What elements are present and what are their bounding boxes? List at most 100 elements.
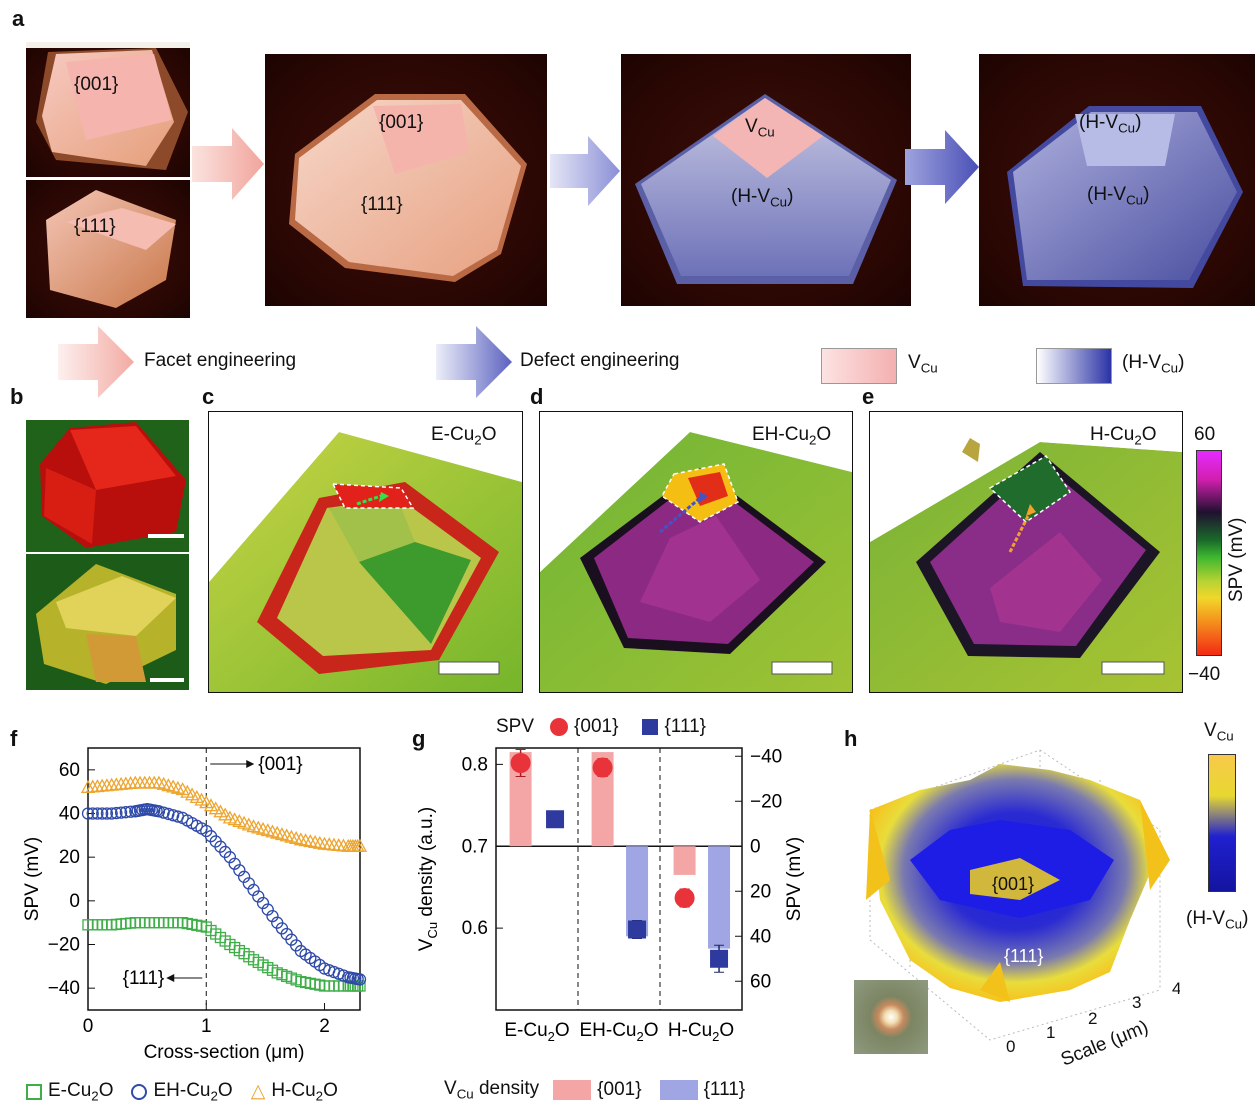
afm-image-001-facet: {001}: [26, 42, 190, 177]
title-e-cu2o: E-Cu2O: [431, 424, 497, 448]
spv-point-111: [628, 920, 647, 939]
spv-cube-shape: [26, 420, 189, 552]
y2-tick-label: −20: [750, 791, 782, 812]
legend-marker-triangle: △: [250, 1081, 266, 1103]
spv-map-eh-cu2o: EH-Cu2O: [539, 411, 853, 693]
surface-label-111: {111}: [1004, 946, 1043, 966]
afm-image-full-hydrogenated: (H-VCu) (H-VCu): [979, 54, 1255, 306]
data-point-circle: [157, 806, 170, 819]
defect-engineering-label: Defect engineering: [520, 350, 680, 371]
legend-arrow-defect: [436, 326, 512, 398]
spv-point-001: [674, 888, 695, 908]
spv-map-eh-shape: [540, 412, 852, 692]
axis-tick-0: 0: [1006, 1037, 1015, 1056]
spv-point-001: [510, 753, 531, 773]
label-h-vcu-top: (H-VCu): [1079, 112, 1142, 136]
bar-vcu-001: [673, 846, 696, 875]
data-point-triangle: [352, 838, 368, 852]
data-point-circle: [86, 807, 99, 820]
colorbar-min: −40: [1188, 664, 1221, 685]
legend-label-h-vcu: (H-VCu): [1122, 352, 1185, 376]
legend-swatch-vcu: [821, 348, 897, 384]
bar-vcu-001: [509, 752, 532, 847]
axis-tick-2: 2: [1088, 1009, 1097, 1028]
legend-density-111: {111}: [703, 1078, 746, 1100]
data-point-circle: [223, 851, 237, 864]
x-tick-label: 1: [201, 1016, 212, 1037]
y2-tick-label: 40: [750, 926, 771, 947]
category-label: E-Cu2O: [504, 1020, 569, 1044]
surface-3d-plot: {001} {111} 0 1 2 3 4 Scale (μm): [859, 749, 1180, 1070]
data-point-circle: [100, 807, 114, 820]
surface-label-001: {001}: [992, 874, 1034, 894]
spv-map-e-cu2o: E-Cu2O: [208, 411, 523, 693]
bar-vcu-111: [626, 846, 649, 937]
panel-label-f: f: [10, 726, 18, 751]
data-point-circle: [91, 807, 104, 820]
crystal-shape-4: [1007, 106, 1243, 288]
label-001: {001}: [74, 74, 119, 95]
legend-h-cu2o: H-Cu2O: [271, 1080, 338, 1104]
afm-image-111-facet: {111}: [26, 180, 190, 318]
plot-frame: [87, 747, 361, 1011]
axis-tick-4: 4: [1172, 979, 1180, 998]
data-point-circle: [237, 870, 251, 883]
data-point-circle: [119, 806, 132, 819]
vcu-colorbar-bottom: (H-VCu): [1186, 908, 1249, 932]
vcu-colorbar-top: VCu: [1204, 720, 1234, 744]
spv-point-111: [710, 949, 729, 968]
arrow-defect-engineering-2: [905, 130, 979, 204]
legend-f: E-Cu2O EH-Cu2O △ H-Cu2O: [26, 1080, 338, 1104]
data-point-circle: [152, 805, 166, 818]
label-h-vcu-side: (H-VCu): [1087, 184, 1150, 208]
data-point-circle: [233, 864, 246, 877]
panel-label-g: g: [412, 726, 426, 751]
chart-f: 0 1 2 60 40 20 0 −20 −40 Cross-section (μm) SPV (m…: [22, 747, 368, 1063]
spv-map-h-shape: [870, 412, 1182, 692]
arrowhead-111: [166, 974, 175, 982]
y2-tick-label: −40: [750, 746, 782, 767]
plot-frame: [495, 747, 743, 1011]
legend-eh-cu2o: EH-Cu2O: [153, 1080, 233, 1104]
data-point-circle: [228, 857, 241, 870]
panel-label-h: h: [844, 726, 858, 751]
legend-g-density: VCu density {001} {111}: [444, 1078, 745, 1102]
arrow-defect-engineering-1: [550, 136, 620, 206]
legend-label-vcu: VCu: [908, 352, 938, 376]
panel-label-a: a: [12, 6, 25, 31]
data-point-circle: [105, 807, 118, 820]
crystal-shape-3: [635, 94, 897, 284]
data-point-triangle: [298, 833, 313, 847]
legend-swatch-h-vcu: [1036, 348, 1112, 384]
annotation-111: {111}: [123, 968, 165, 989]
y-axis-label: VCu density (a.u.): [416, 807, 440, 951]
y2-tick-label: 20: [750, 881, 771, 902]
label-111: {111}: [361, 194, 403, 215]
category-label: EH-Cu2O: [579, 1020, 658, 1044]
octahedron-111-shape: [46, 190, 176, 308]
spv-image-octahedron: [26, 554, 189, 690]
axis-tick-1: 1: [1046, 1023, 1055, 1042]
chart-g: 0.8 0.7 0.6 −40 −20 0 20 40 60 E-Cu2O EH-Cu2O H-Cu2…: [416, 746, 805, 1044]
legend-spv-text: SPV: [496, 716, 535, 737]
y-tick-label: 0.8: [462, 754, 488, 775]
data-point-circle: [124, 805, 137, 818]
panel-label-b: b: [10, 384, 24, 409]
data-point-circle: [96, 807, 109, 820]
label-vcu: VCu: [745, 116, 775, 140]
data-point-circle: [353, 973, 367, 986]
y2-tick-label: 0: [750, 836, 761, 857]
label-h-vcu: (H-VCu): [731, 186, 794, 210]
data-point-triangle: [293, 832, 308, 846]
spv-map-e-shape: [209, 412, 522, 692]
afm-image-partial-hydrogenated: VCu (H-VCu): [621, 54, 911, 306]
y-tick-label: 0.7: [462, 836, 488, 857]
data-point-circle: [162, 807, 175, 821]
axis-tick-3: 3: [1132, 993, 1141, 1012]
crystal-shape-2: [289, 94, 527, 282]
bar-vcu-111: [708, 846, 731, 949]
spv-colorbar: [1196, 450, 1222, 656]
legend-e-cu2o: E-Cu2O: [48, 1080, 114, 1104]
data-point-circle: [256, 896, 270, 910]
spv-map-h-cu2o: H-Cu2O: [869, 411, 1183, 693]
